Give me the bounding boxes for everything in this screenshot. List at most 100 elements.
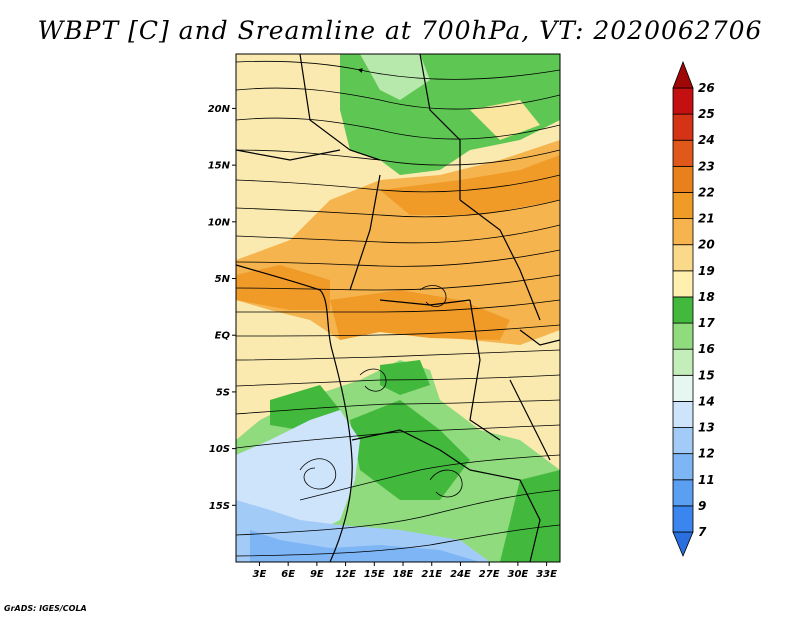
streamline bbox=[236, 174, 560, 193]
east-green-coast bbox=[500, 470, 560, 562]
latitude-axis: 20N 15N 10N 5N EQ 5S 10S 15S bbox=[208, 104, 236, 512]
streamline bbox=[236, 374, 560, 387]
longitude-axis: 3E 6E 9E 12E 15E 18E 21E 24E 27E 30E 33E bbox=[253, 562, 557, 580]
coastline bbox=[236, 264, 353, 562]
lon-tick-label: 12E bbox=[335, 569, 356, 580]
wbpt-shading bbox=[236, 54, 560, 562]
colorbar-label: 13 bbox=[698, 421, 715, 435]
lon-tick-label: 18E bbox=[393, 569, 414, 580]
colorbar-arrow-low bbox=[672, 531, 694, 558]
north-green-light bbox=[360, 54, 430, 100]
streamline bbox=[236, 399, 560, 415]
lon-tick-label: 33E bbox=[536, 569, 557, 580]
streamline bbox=[236, 324, 560, 337]
colorbar-label: 18 bbox=[698, 290, 715, 304]
south-green-dark-3 bbox=[380, 360, 430, 395]
colorbar-swatch bbox=[672, 505, 694, 533]
north-light-patch bbox=[470, 100, 540, 140]
lon-tick-label: 30E bbox=[508, 569, 529, 580]
colorbar: 7 9 11 12 13 14 15 16 17 18 19 20 21 22 23 24 25 26 bbox=[672, 60, 715, 558]
colorbar-swatch bbox=[672, 270, 694, 298]
lon-tick-label: 6E bbox=[281, 569, 295, 580]
border bbox=[509, 379, 551, 461]
colorbar-swatch bbox=[672, 322, 694, 350]
lat-tick-label: 15N bbox=[208, 161, 231, 172]
lat-tick-label: 10N bbox=[208, 217, 231, 228]
streamline-eddy bbox=[429, 469, 463, 498]
border bbox=[469, 469, 541, 562]
colorbar-swatch bbox=[672, 113, 694, 141]
colorbar-label: 23 bbox=[698, 159, 715, 173]
colorbar-label: 15 bbox=[698, 368, 715, 382]
lon-tick-label: 24E bbox=[450, 569, 471, 580]
border bbox=[519, 329, 560, 346]
map-frame bbox=[235, 53, 561, 563]
colorbar-label: 16 bbox=[698, 342, 715, 356]
colorbar-swatch bbox=[672, 453, 694, 481]
colorbar-swatch bbox=[672, 479, 694, 507]
streamline bbox=[236, 249, 560, 267]
streamline bbox=[299, 454, 560, 501]
streamline bbox=[236, 524, 560, 557]
streamline-eddy bbox=[419, 285, 447, 307]
colorbar-swatch bbox=[672, 401, 694, 428]
colorbar-label: 11 bbox=[698, 473, 715, 487]
streamline bbox=[236, 424, 560, 449]
lon-tick-label: 27E bbox=[479, 569, 500, 580]
lat-tick-label: 15S bbox=[209, 501, 230, 512]
lat-tick-label: 5S bbox=[216, 387, 230, 398]
streamline bbox=[236, 87, 560, 110]
lat-tick-label: EQ bbox=[215, 331, 231, 342]
colorbar-swatch bbox=[672, 348, 694, 376]
colorbar-label: 21 bbox=[698, 212, 715, 226]
colorbar-label: 14 bbox=[698, 394, 715, 408]
streamline bbox=[236, 60, 560, 80]
streamline bbox=[236, 117, 560, 140]
colorbar-swatch bbox=[672, 87, 694, 115]
lat-tick-label: 20N bbox=[208, 104, 231, 115]
lat-tick-label: 10S bbox=[209, 444, 230, 455]
grads-credit: GrADS: IGES/COLA bbox=[4, 604, 87, 613]
south-blue-light bbox=[236, 410, 360, 540]
colorbar-label: 26 bbox=[698, 81, 715, 95]
colorbar-label: 17 bbox=[698, 316, 715, 330]
colorbar-label: 22 bbox=[698, 185, 715, 199]
streamline bbox=[236, 349, 560, 361]
colorbar-label: 9 bbox=[698, 499, 706, 513]
colorbar-label: 24 bbox=[698, 133, 715, 147]
streamline bbox=[236, 274, 560, 291]
border bbox=[236, 149, 341, 161]
lon-tick-label: 3E bbox=[253, 569, 267, 580]
orange-dark-patch-3 bbox=[380, 155, 560, 215]
orange-dark-patch-2 bbox=[330, 290, 510, 340]
colorbar-label: 25 bbox=[698, 107, 715, 121]
streamline bbox=[236, 299, 560, 313]
border bbox=[459, 199, 541, 321]
colorbar-swatch bbox=[672, 192, 694, 219]
streamlines bbox=[236, 60, 560, 557]
orange-dark-patch bbox=[236, 265, 330, 310]
streamline bbox=[236, 199, 560, 218]
chart-title: WBPT [C] and Sreamline at 700hPa, VT: 20… bbox=[37, 16, 763, 45]
border bbox=[469, 299, 501, 441]
country-borders bbox=[236, 54, 560, 562]
colorbar-swatch bbox=[672, 139, 694, 167]
streamline bbox=[236, 224, 560, 244]
south-green-dark bbox=[350, 400, 470, 500]
border bbox=[349, 174, 381, 291]
colorbar-swatch bbox=[672, 296, 694, 324]
lon-tick-label: 9E bbox=[310, 569, 324, 580]
colorbar-label: 20 bbox=[698, 238, 715, 252]
colorbar-swatch bbox=[672, 244, 694, 272]
lon-tick-label: 15E bbox=[364, 569, 385, 580]
lat-tick-label: 5N bbox=[215, 274, 231, 285]
border bbox=[351, 429, 471, 471]
border bbox=[299, 54, 381, 161]
streamline-eddy bbox=[359, 368, 387, 392]
border bbox=[419, 54, 461, 200]
streamline bbox=[236, 489, 560, 536]
colorbar-label: 12 bbox=[698, 447, 715, 461]
lon-tick-label: 21E bbox=[421, 569, 442, 580]
border bbox=[379, 299, 471, 306]
